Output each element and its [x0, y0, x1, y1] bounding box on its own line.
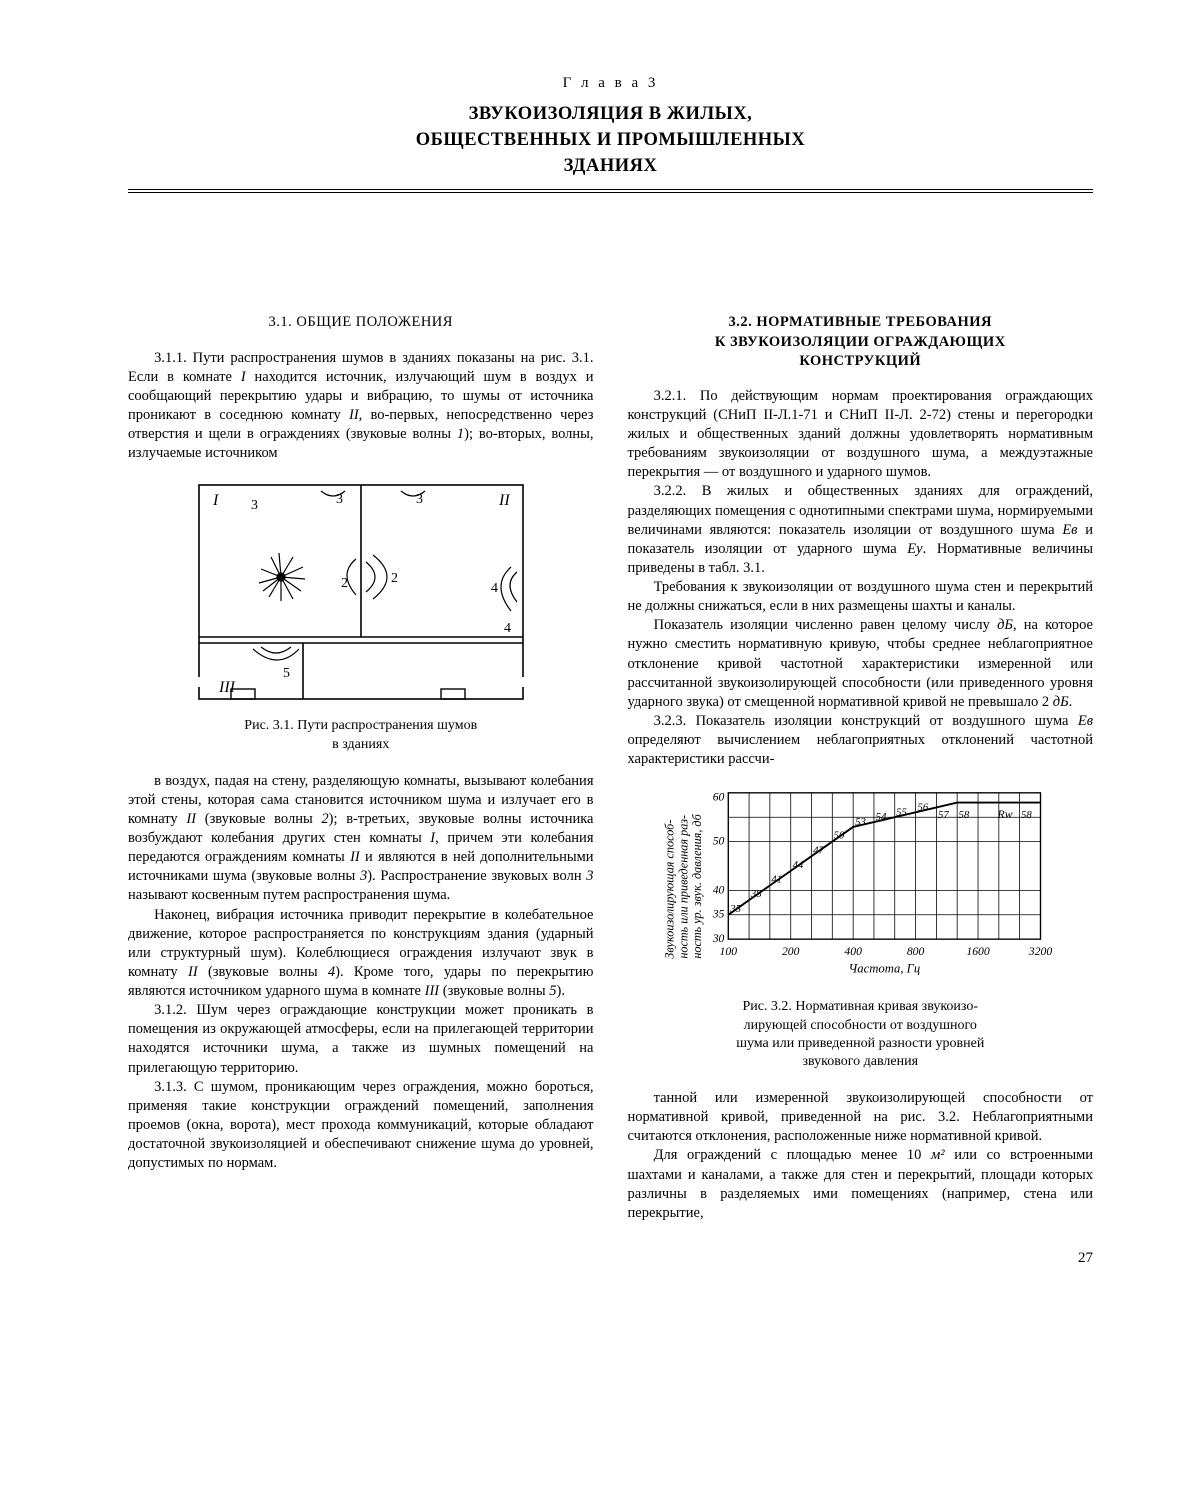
svg-text:57: 57 [938, 810, 949, 822]
figure-3-1-caption: Рис. 3.1. Пути распространения шумов в з… [128, 717, 594, 753]
svg-text:I: I [212, 492, 219, 509]
para-3-2-3: 3.2.3. Показатель изоляции конструкций о… [628, 712, 1094, 769]
left-column: 3.1. ОБЩИЕ ПОЛОЖЕНИЯ 3.1.1. Пути распрос… [128, 313, 594, 1223]
svg-text:3: 3 [336, 492, 343, 507]
svg-text:55: 55 [896, 807, 907, 819]
svg-text:3200: 3200 [1028, 945, 1053, 958]
svg-text:60: 60 [713, 791, 725, 804]
svg-text:Частота, Гц: Частота, Гц [849, 962, 921, 976]
divider-top [128, 189, 1093, 190]
para-right-4: Показатель изоляции численно равен целом… [628, 616, 1094, 712]
para-right-7: Для ограждений с площадью менее 10 м² ил… [628, 1146, 1094, 1223]
svg-text:3: 3 [251, 498, 258, 513]
svg-text:44: 44 [793, 859, 804, 871]
section-3-2-title: 3.2. НОРМАТИВНЫЕ ТРЕБОВАНИЯ К ЗВУКОИЗОЛЯ… [628, 313, 1094, 370]
svg-text:30: 30 [712, 932, 725, 945]
svg-text:4: 4 [491, 581, 498, 596]
section-3-1-title: 3.1. ОБЩИЕ ПОЛОЖЕНИЯ [128, 313, 594, 332]
svg-text:47: 47 [813, 845, 824, 857]
svg-text:400: 400 [845, 945, 863, 958]
svg-text:2: 2 [391, 571, 398, 586]
svg-text:200: 200 [782, 945, 800, 958]
para-3-1-3: 3.1.3. С шумом, проникающим через огражд… [128, 1078, 594, 1174]
figure-3-2-caption: Рис. 3.2. Нормативная кривая звукоизо- л… [628, 998, 1094, 1071]
svg-text:III: III [218, 679, 236, 696]
svg-text:58: 58 [1021, 810, 1032, 822]
svg-text:5: 5 [283, 666, 290, 681]
svg-text:41: 41 [771, 874, 782, 886]
svg-text:50: 50 [713, 835, 725, 848]
para-right-6: танной или измеренной звукоизолирующей с… [628, 1089, 1094, 1146]
svg-text:2: 2 [341, 576, 348, 591]
svg-text:Rw: Rw [997, 809, 1013, 822]
svg-text:ность ур. звук. давления, дб: ность ур. звук. давления, дб [690, 814, 704, 959]
title-line-2: ОБЩЕСТВЕННЫХ И ПРОМЫШЛЕННЫХ [416, 130, 805, 150]
svg-text:35: 35 [712, 908, 725, 921]
svg-text:ность или приведенная раз-: ность или приведенная раз- [677, 815, 691, 959]
svg-text:3: 3 [416, 492, 423, 507]
svg-text:Звукоизолирующая способ-: Звукоизолирующая способ- [663, 820, 677, 959]
para-3-1-1: 3.1.1. Пути распространения шумов в здан… [128, 349, 594, 464]
svg-text:38: 38 [750, 889, 762, 901]
para-3-2-2: 3.2.2. В жилых и общественных зданиях дл… [628, 482, 1094, 578]
page-number: 27 [128, 1249, 1093, 1269]
right-column: 3.2. НОРМАТИВНЫЕ ТРЕБОВАНИЯ К ЗВУКОИЗОЛЯ… [628, 313, 1094, 1223]
svg-text:53: 53 [855, 816, 866, 828]
svg-text:1600: 1600 [967, 945, 991, 958]
chapter-label: Г л а в а 3 [128, 74, 1093, 94]
svg-text:100: 100 [720, 945, 738, 958]
title-line-1: ЗВУКОИЗОЛЯЦИЯ В ЖИЛЫХ, [469, 104, 753, 124]
svg-text:35: 35 [729, 903, 741, 915]
title-line-3: ЗДАНИЯХ [564, 156, 658, 176]
svg-text:58: 58 [959, 810, 970, 822]
svg-text:40: 40 [713, 884, 725, 897]
figure-3-2: Звукоизолирующая способ- ность или приве… [628, 783, 1094, 988]
svg-text:50: 50 [834, 830, 845, 842]
figure-3-1: I II III 3 3 3 2 2 4 4 5 [128, 477, 594, 707]
para-3-2-1: 3.2.1. По действующим нормам проектирова… [628, 387, 1094, 483]
para-left-3: Наконец, вибрация источника приводит пер… [128, 906, 594, 1002]
svg-text:54: 54 [876, 811, 887, 823]
main-title: ЗВУКОИЗОЛЯЦИЯ В ЖИЛЫХ, ОБЩЕСТВЕННЫХ И ПР… [128, 102, 1093, 180]
para-left-continue: в воздух, падая на стену, разделяющую ко… [128, 772, 594, 906]
divider-bottom [128, 192, 1093, 193]
svg-text:II: II [498, 492, 510, 509]
para-3-1-2: 3.1.2. Шум через ограждающие конструкции… [128, 1001, 594, 1078]
para-right-3: Требования к звукоизоляции от воздушного… [628, 578, 1094, 616]
svg-text:56: 56 [918, 802, 929, 814]
svg-text:4: 4 [504, 621, 511, 636]
svg-text:800: 800 [907, 945, 925, 958]
